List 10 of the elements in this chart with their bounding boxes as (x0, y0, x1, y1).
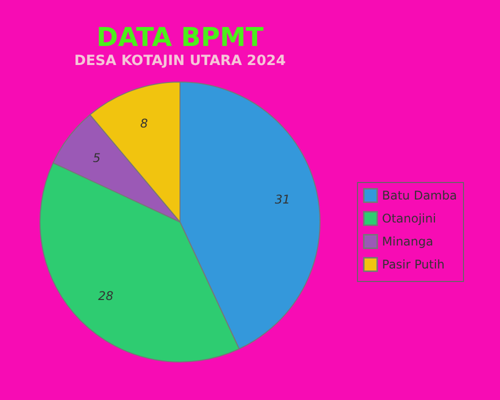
data-label: 31 (274, 192, 290, 206)
data-label: 8 (140, 116, 148, 130)
legend-label: Minanga (382, 234, 434, 248)
legend-label: Otanojini (382, 212, 436, 226)
data-label: 28 (98, 289, 114, 304)
legend-label: Batu Damba (382, 188, 457, 202)
chart-subtitle: DESA KOTAJIN UTARA 2024 (74, 53, 286, 69)
legend-label: Pasir Putih (382, 258, 445, 272)
chart-title: DATA BPMT (96, 23, 264, 53)
data-label: 5 (92, 151, 101, 166)
